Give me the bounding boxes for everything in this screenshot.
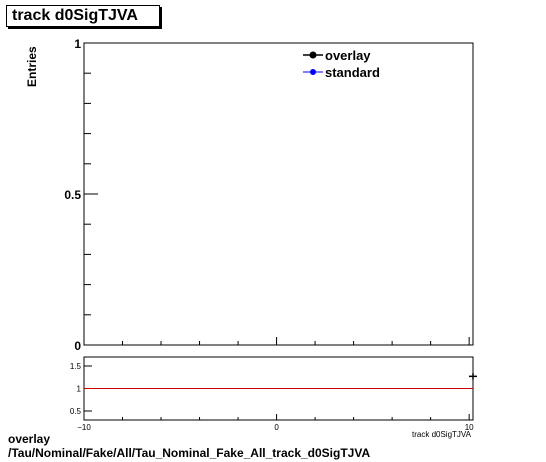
footer-path: /Tau/Nominal/Fake/All/Tau_Nominal_Fake_A… <box>8 446 371 460</box>
legend: overlay standard <box>303 48 380 80</box>
legend-label-standard: standard <box>325 65 380 80</box>
ratio-x-axis-title: track d0SigTJVA <box>412 430 472 439</box>
legend-label-overlay: overlay <box>325 48 371 63</box>
ratio-x-tick-label: −10 <box>77 423 91 432</box>
main-y-tick-label: 1 <box>74 37 81 51</box>
legend-entry-overlay: overlay <box>303 48 371 63</box>
main-y-tick-label: 0.5 <box>64 188 81 202</box>
main-y-axis-title: Entries <box>25 46 39 87</box>
main-plot-frame <box>83 42 474 346</box>
main-x-axis <box>83 337 470 345</box>
chart-title: track d0SigTJVA <box>12 7 138 24</box>
ratio-y-tick-label: 1.5 <box>70 362 82 371</box>
main-y-tick-label: 0 <box>74 339 81 353</box>
ratio-x-axis: −10 0 10 <box>77 414 474 432</box>
footer-label: overlay <box>8 432 51 446</box>
ratio-y-tick-label: 0.5 <box>70 407 82 416</box>
main-y-axis: 00.51 <box>64 37 98 353</box>
chart-title-box <box>6 5 160 27</box>
ratio-y-tick-label: 1 <box>77 385 82 394</box>
ratio-points <box>469 373 477 380</box>
legend-entry-standard: standard <box>303 65 380 80</box>
ratio-x-tick-label: 10 <box>465 423 474 432</box>
ratio-x-tick-label: 0 <box>274 423 279 432</box>
